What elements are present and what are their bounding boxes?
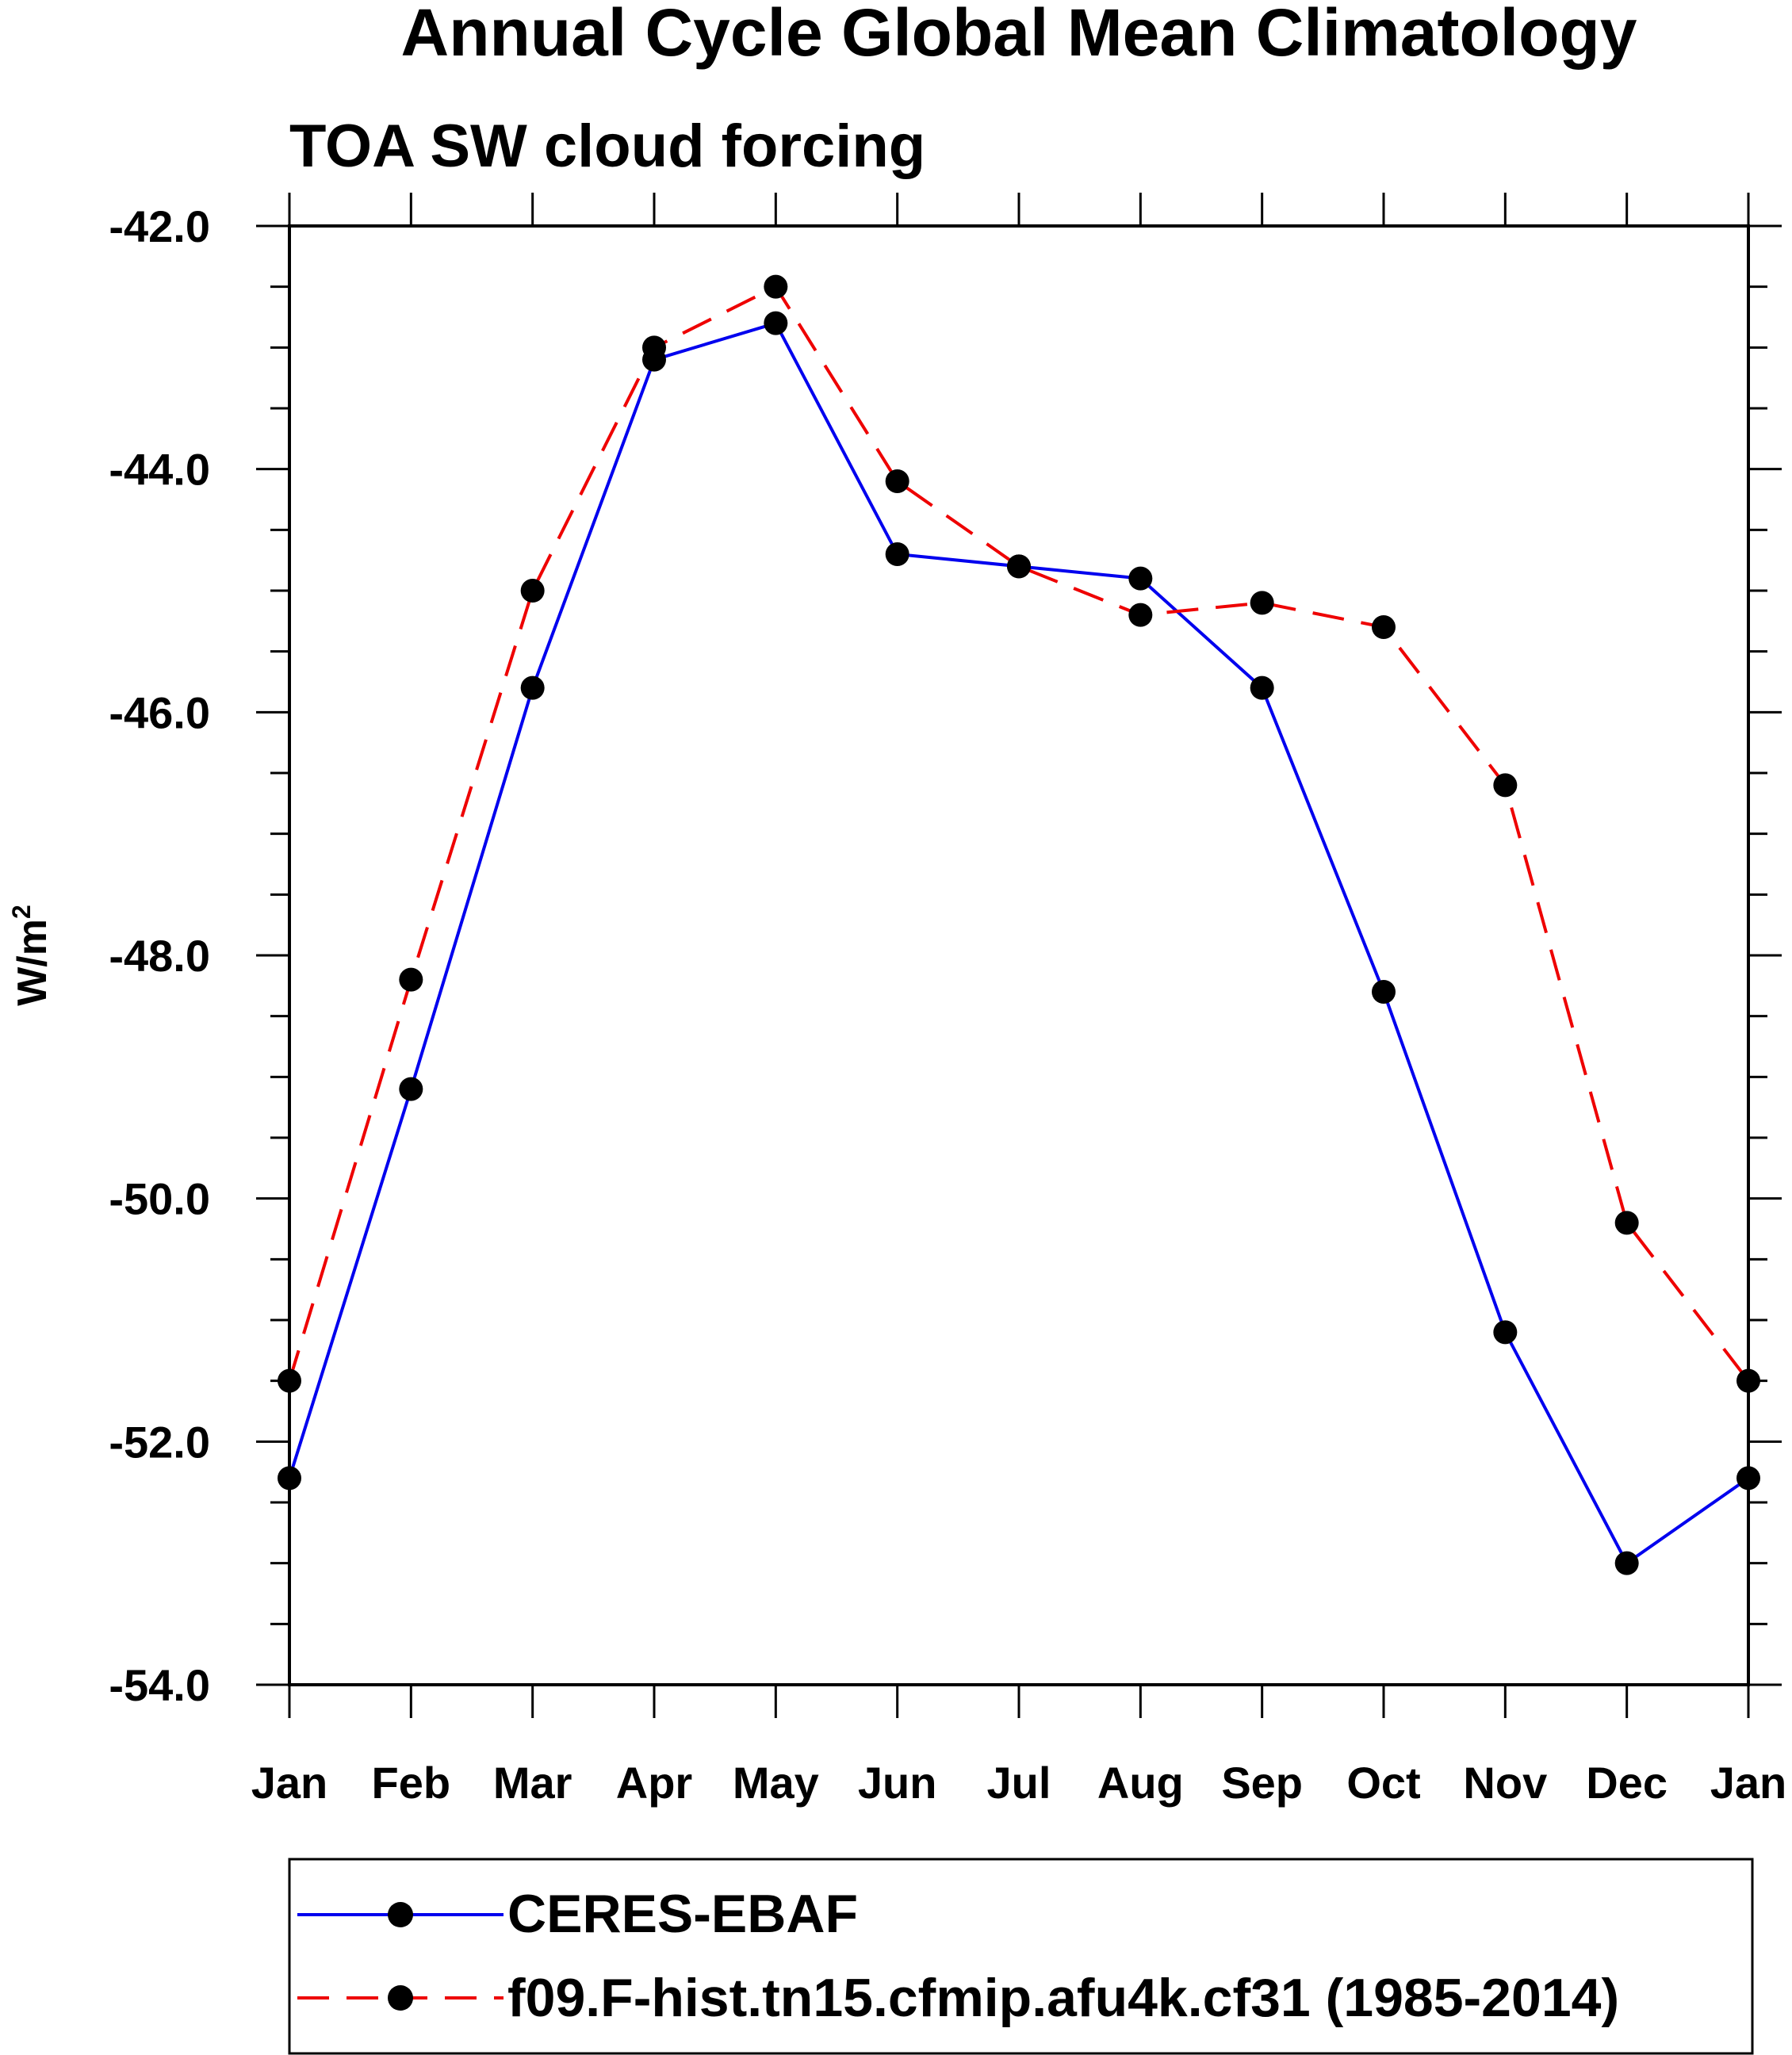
legend-box: [288, 1858, 1754, 2055]
x-tick-label: Oct: [1346, 1758, 1420, 1808]
series-0-point: [1128, 566, 1153, 591]
x-tick-label: Jan: [251, 1758, 328, 1808]
y-tick-label: -42.0: [109, 201, 210, 251]
x-tick-label: Apr: [616, 1758, 692, 1808]
x-tick-label: Aug: [1097, 1758, 1184, 1808]
y-tick-label: -50.0: [109, 1174, 210, 1224]
y-tick-label: -48.0: [109, 931, 210, 981]
series-0-point: [399, 1077, 423, 1101]
series-0-point: [1250, 675, 1274, 700]
series-1-point: [520, 579, 545, 603]
series-1-point: [1372, 615, 1396, 639]
legend: CERES-EBAF f09.F-hist.tn15.cfmip.afu4k.c…: [288, 1858, 1754, 2055]
series-0-point: [885, 542, 909, 566]
chart-subtitle: TOA SW cloud forcing: [289, 113, 925, 180]
series-0-point: [520, 675, 545, 700]
series-1-point: [278, 1368, 301, 1393]
x-tick-label: Dec: [1586, 1758, 1668, 1808]
x-tick-label: Mar: [493, 1758, 572, 1808]
series-line-1: [288, 285, 1750, 1382]
y-tick-label: -52.0: [109, 1417, 210, 1467]
series-0-point: [1736, 1466, 1760, 1491]
plot-frame: [288, 224, 1750, 1686]
y-tick-label: -46.0: [109, 687, 210, 737]
series-1-point: [1250, 591, 1274, 615]
legend-label-model: f09.F-hist.tn15.cfmip.afu4k.cf31 (1985-2…: [507, 1968, 1619, 2028]
x-tick-label: Sep: [1221, 1758, 1303, 1808]
series-0-point: [278, 1466, 301, 1491]
x-tick-label: May: [733, 1758, 819, 1808]
series-1-point: [1007, 554, 1031, 579]
x-tick-label: Feb: [372, 1758, 451, 1808]
y-tick-label: -44.0: [109, 445, 210, 495]
legend-marker-model: [388, 1985, 413, 2011]
series-line-0: [288, 321, 1750, 1565]
series-1-point: [1614, 1211, 1639, 1235]
series-0-point: [1372, 980, 1396, 1004]
series-1-point: [1736, 1368, 1760, 1393]
series-1-point: [399, 967, 423, 992]
series-1-point: [885, 469, 909, 493]
legend-marker-ceres: [388, 1902, 413, 1927]
series-1-point: [642, 335, 666, 360]
x-tick-label: Jun: [858, 1758, 937, 1808]
series-0-point: [764, 311, 788, 335]
series-0-point: [1493, 1320, 1518, 1345]
chart-title: Annual Cycle Global Mean Climatology: [401, 0, 1637, 70]
series-0-point: [1614, 1551, 1639, 1575]
legend-label-ceres: CERES-EBAF: [507, 1884, 858, 1944]
series-1-point: [764, 274, 788, 299]
x-tick-label: Jul: [987, 1758, 1051, 1808]
series-1-point: [1493, 773, 1518, 798]
series-1-point: [1128, 603, 1153, 627]
y-tick-label: -54.0: [109, 1660, 210, 1710]
x-tick-label: Jan: [1710, 1758, 1787, 1808]
y-axis-label: W/m2: [7, 905, 56, 1006]
x-tick-label: Nov: [1463, 1758, 1547, 1808]
